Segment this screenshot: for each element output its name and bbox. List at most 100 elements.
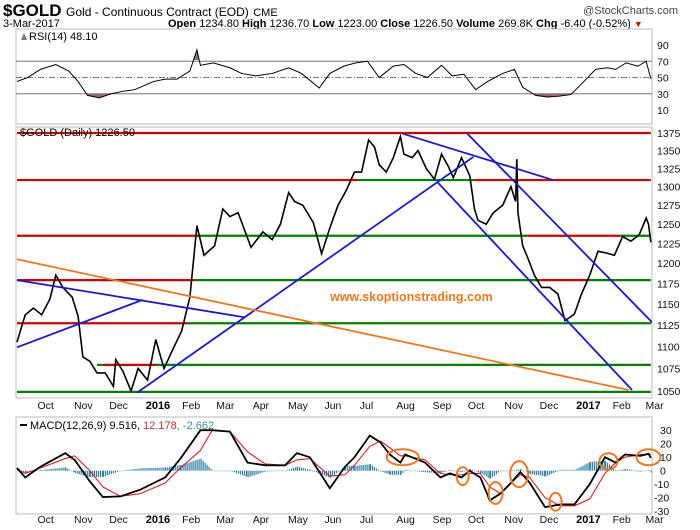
price-panel — [16, 131, 652, 394]
macd-histogram-bar — [389, 470, 391, 475]
blue-trendline — [466, 133, 652, 324]
macd-histogram-bar — [386, 470, 388, 474]
month-label: Mar — [216, 400, 235, 412]
symbol: $GOLD — [3, 1, 62, 20]
macd-histogram-bar — [586, 463, 588, 471]
macd-histogram-bar — [437, 470, 439, 473]
macd-histogram-bar — [237, 470, 240, 474]
macd-histogram-bar — [526, 470, 528, 473]
macd-histogram-bar — [194, 460, 196, 471]
month-label: Oct — [468, 514, 484, 526]
macd-histogram-bar — [251, 470, 253, 476]
rsi-legend-text: RSI(14) 48.10 — [29, 31, 97, 43]
macd-histogram-bar — [150, 467, 152, 471]
macd-histogram-bar — [295, 467, 297, 471]
month-label: May — [288, 400, 309, 412]
month-label: Feb — [182, 514, 200, 526]
macd-histogram-bar — [58, 468, 60, 471]
macd-histogram-bar — [400, 470, 402, 475]
macd-histogram-bar — [459, 470, 461, 472]
macd-histogram-bar — [206, 464, 208, 471]
price-tick-label: 1375 — [657, 128, 681, 140]
macd-histogram-bar — [169, 466, 171, 471]
price-tick-label: 1275 — [657, 200, 681, 212]
macd-histogram-bar — [413, 470, 415, 472]
macd-histogram-bar — [54, 468, 56, 471]
macd-histogram-bar — [306, 469, 309, 471]
month-label: Jun — [324, 400, 341, 412]
macd-histogram-bar — [222, 470, 224, 472]
macd-histogram-bar — [533, 470, 535, 475]
macd-histogram-bar — [304, 468, 307, 471]
macd-histogram-bar — [517, 469, 519, 471]
macd-histogram-bar — [192, 461, 194, 471]
month-label: Jul — [360, 400, 373, 412]
macd-histogram-bar — [315, 470, 318, 473]
macd-histogram-bar — [186, 463, 188, 471]
macd-histogram-bar — [156, 467, 158, 471]
macd-histogram-bar — [451, 470, 453, 471]
down-arrow-icon: ▼ — [633, 19, 643, 29]
macd-histogram-bar — [128, 469, 130, 471]
macd-histogram-bar — [226, 470, 228, 472]
macd-histogram-bar — [495, 470, 497, 475]
macd-histogram-bar — [229, 470, 232, 472]
macd-histogram-bar — [605, 460, 607, 471]
month-label: Mar — [216, 514, 235, 526]
macd-histogram-bar — [212, 470, 214, 472]
macd-histogram-bar — [144, 468, 146, 471]
macd-histogram-bar — [607, 462, 609, 471]
macd-histogram-bar — [549, 470, 551, 475]
macd-histogram-bar — [449, 469, 451, 471]
rsi-overbought-fill — [193, 49, 200, 60]
macd-histogram-bar — [345, 465, 347, 471]
macd-histogram-bar — [40, 469, 42, 471]
macd-histogram-bar — [545, 470, 547, 477]
macd-histogram-bar — [557, 470, 559, 472]
month-label: Feb — [613, 400, 631, 412]
macd-histogram-bar — [404, 470, 406, 472]
month-label: Sep — [433, 514, 452, 526]
macd-histogram-bar — [371, 465, 373, 471]
low-value: 1223.00 — [337, 18, 378, 30]
macd-histogram-bar — [473, 470, 475, 472]
macd-histogram-bar — [335, 470, 338, 474]
macd-legend-text: MACD(12,26,9) 9.516, 12.178, -2.662 — [30, 420, 214, 432]
macd-histogram-bar — [311, 470, 314, 472]
macd-histogram-bar — [477, 470, 479, 473]
low-label: Low — [312, 18, 335, 30]
macd-histogram-bar — [69, 469, 71, 471]
macd-histogram-bar — [366, 464, 368, 471]
macd-histogram-bar — [648, 470, 650, 471]
volume-label: Volume — [456, 18, 496, 30]
macd-histogram-bar — [167, 467, 169, 471]
macd-histogram-bar — [97, 470, 100, 477]
macd-histogram-bar — [488, 470, 490, 478]
macd-histogram-bar — [423, 470, 425, 473]
macd-histogram-bar — [302, 468, 305, 471]
macd-histogram-bar — [204, 462, 206, 471]
macd-histogram-bar — [88, 470, 90, 477]
macd-histogram-bar — [409, 470, 411, 471]
macd-histogram-bar — [78, 470, 80, 475]
macd-histogram-bar — [508, 470, 510, 472]
macd-histogram-bar — [562, 469, 564, 471]
macd-histogram-bar — [182, 464, 184, 471]
macd-histogram-bar — [101, 470, 104, 477]
signal-value: 12.178 — [143, 420, 177, 432]
macd-histogram-bar — [448, 470, 450, 471]
blue-trendline — [136, 156, 474, 394]
orange-trendline — [16, 258, 629, 391]
macd-histogram-bar — [368, 464, 370, 471]
macd-histogram-bar — [160, 467, 162, 471]
macd-histogram-bar — [239, 470, 242, 475]
macd-histogram-bar — [136, 468, 138, 471]
macd-histogram-bar — [263, 470, 265, 473]
macd-histogram-bar — [621, 469, 623, 471]
macd-histogram-bar — [25, 470, 27, 474]
blue-trendline — [16, 279, 246, 319]
macd-histogram-bar — [224, 470, 226, 472]
macd-histogram-bar — [331, 470, 334, 477]
macd-histogram-bar — [537, 470, 539, 476]
macd-tick-label: 0 — [660, 466, 666, 478]
